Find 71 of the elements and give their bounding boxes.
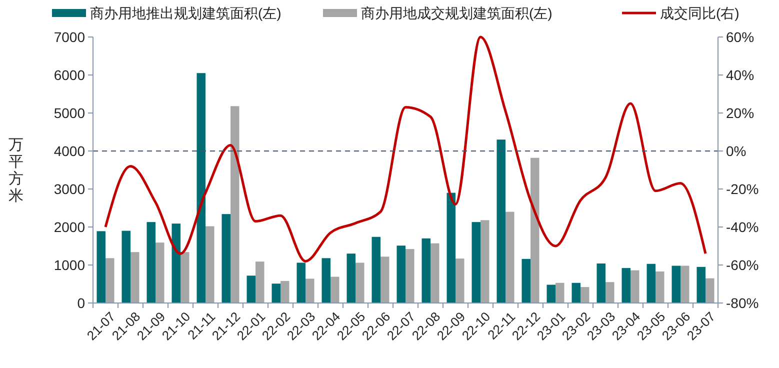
legend-label: 成交同比(右) — [660, 4, 740, 21]
bar — [496, 140, 506, 303]
bar — [606, 282, 614, 303]
bar — [280, 280, 290, 303]
bar — [180, 252, 190, 303]
bar — [322, 258, 330, 303]
y2-tick-label: -60% — [726, 256, 759, 273]
bar — [422, 238, 430, 303]
bar — [596, 263, 606, 303]
bar — [206, 226, 214, 303]
bar — [706, 278, 714, 303]
y2-tick-label: -80% — [726, 294, 759, 311]
bar — [656, 271, 664, 303]
bar — [680, 266, 690, 303]
y-tick-label: 1000 — [54, 256, 86, 273]
y2-tick-label: 60% — [726, 28, 754, 45]
y-tick-label: 4000 — [54, 142, 86, 159]
y-tick-label: 6000 — [54, 66, 86, 83]
bar — [480, 220, 490, 303]
bar — [672, 266, 680, 303]
y2-tick-label: -40% — [726, 218, 759, 235]
bar — [472, 222, 480, 303]
bar — [696, 266, 706, 303]
bar — [456, 258, 464, 303]
bar — [172, 224, 180, 303]
bar — [396, 246, 406, 303]
bar — [256, 262, 264, 303]
bar — [546, 284, 556, 303]
bar — [406, 249, 414, 303]
bar — [306, 278, 314, 303]
bar — [146, 222, 156, 303]
bar — [430, 243, 440, 303]
bar — [630, 270, 640, 303]
bar — [506, 212, 514, 303]
bar — [230, 106, 240, 303]
bar — [356, 262, 364, 303]
bar — [130, 252, 140, 303]
bar — [222, 214, 230, 303]
y2-tick-label: 0% — [726, 142, 746, 159]
y2-tick-label: -20% — [726, 180, 759, 197]
bar — [530, 158, 540, 303]
bar — [156, 242, 164, 303]
bar — [622, 268, 630, 303]
bar — [372, 236, 380, 303]
bar — [556, 282, 564, 303]
bar — [446, 192, 456, 303]
bar — [330, 276, 340, 303]
bar — [272, 284, 280, 303]
line-series — [104, 36, 707, 262]
y-tick-label: 7000 — [54, 28, 86, 45]
y2-tick-label: 20% — [726, 104, 754, 121]
y-tick-label: 0 — [77, 294, 86, 311]
bar — [346, 254, 356, 303]
y-tick-label: 2000 — [54, 218, 86, 235]
y2-tick-label: 40% — [726, 66, 754, 83]
y-tick-label: 3000 — [54, 180, 86, 197]
legend-label: 商办用地成交规划建筑面积(左) — [361, 4, 552, 21]
bar — [580, 287, 590, 303]
bar — [122, 230, 130, 303]
bar — [296, 262, 306, 303]
bar — [96, 231, 106, 303]
y-tick-label: 5000 — [54, 104, 86, 121]
bar — [572, 282, 580, 303]
bar — [380, 256, 390, 303]
y-axis-title: 万平方米 — [8, 136, 24, 204]
legend-label: 商办用地推出规划建筑面积(左) — [90, 4, 282, 21]
bar — [522, 258, 530, 303]
bar — [246, 276, 256, 303]
bar — [106, 258, 114, 303]
bar — [196, 73, 206, 303]
bar — [646, 264, 656, 303]
